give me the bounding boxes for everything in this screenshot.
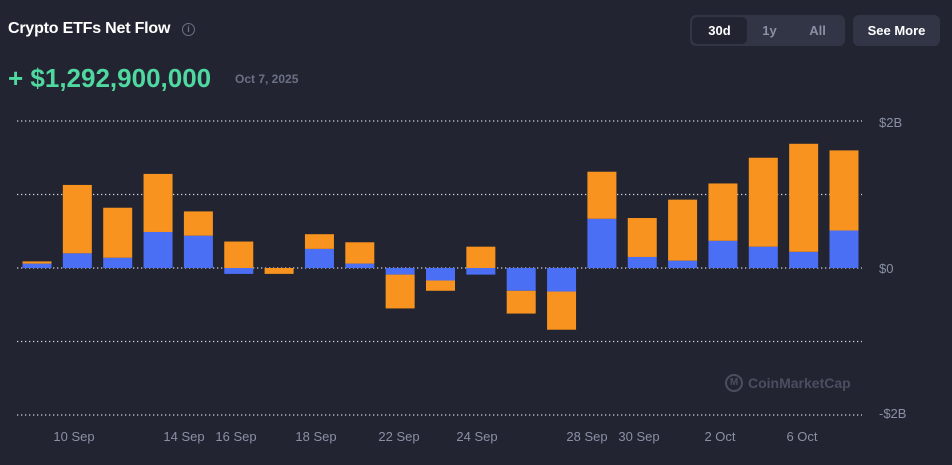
bar-blue[interactable]	[506, 268, 536, 291]
coinmarketcap-logo-icon: M	[725, 374, 743, 392]
x-tick-label: 10 Sep	[53, 429, 94, 444]
bar-orange[interactable]	[708, 183, 738, 241]
range-selector: 30d 1y All	[690, 15, 845, 46]
bar-blue[interactable]	[466, 268, 496, 275]
bar-blue[interactable]	[587, 218, 617, 268]
bar-orange[interactable]	[506, 290, 536, 314]
coinmarketcap-watermark: M CoinMarketCap	[725, 374, 851, 392]
bar-orange[interactable]	[22, 261, 52, 264]
bar-orange[interactable]	[547, 291, 577, 330]
chart-title: Crypto ETFs Net Flow	[8, 20, 171, 37]
x-tick-label: 14 Sep	[163, 429, 204, 444]
y-tick-label: $0	[879, 261, 893, 276]
bar-orange[interactable]	[62, 184, 92, 254]
bar-blue[interactable]	[547, 268, 577, 292]
bar-blue[interactable]	[708, 240, 738, 268]
bar-orange[interactable]	[143, 173, 173, 232]
x-tick-label: 28 Sep	[566, 429, 607, 444]
x-tick-label: 18 Sep	[295, 429, 336, 444]
x-tick-label: 22 Sep	[378, 429, 419, 444]
see-more-button[interactable]: See More	[853, 15, 940, 46]
bar-blue[interactable]	[748, 246, 778, 268]
bar-orange[interactable]	[183, 211, 213, 236]
x-tick-label: 6 Oct	[786, 429, 817, 444]
bar-blue[interactable]	[62, 253, 92, 268]
bar-orange[interactable]	[829, 150, 859, 231]
bar-blue[interactable]	[224, 268, 254, 274]
bar-orange[interactable]	[789, 143, 819, 252]
x-tick-label: 16 Sep	[215, 429, 256, 444]
x-tick-label: 24 Sep	[456, 429, 497, 444]
net-flow-value: + $1,292,900,000	[8, 63, 212, 93]
bar-blue[interactable]	[22, 263, 52, 268]
bar-orange[interactable]	[103, 207, 133, 258]
x-tick-label: 2 Oct	[704, 429, 735, 444]
tab-all[interactable]: All	[809, 23, 826, 38]
bar-orange[interactable]	[466, 246, 496, 268]
bar-orange[interactable]	[345, 242, 375, 264]
bar-orange[interactable]	[426, 280, 455, 291]
bar-orange[interactable]	[587, 171, 617, 219]
bar-blue[interactable]	[426, 268, 455, 281]
watermark-text: CoinMarketCap	[748, 375, 851, 391]
net-flow-date: Oct 7, 2025	[235, 72, 299, 86]
bar-orange[interactable]	[224, 241, 254, 268]
tab-1y[interactable]: 1y	[762, 23, 777, 38]
y-tick-label: $2B	[879, 115, 902, 130]
bar-blue[interactable]	[627, 256, 657, 268]
bar-orange[interactable]	[304, 234, 334, 249]
bar-blue[interactable]	[385, 268, 415, 275]
bar-blue[interactable]	[103, 257, 133, 268]
bar-blue[interactable]	[345, 263, 375, 268]
tab-30d[interactable]: 30d	[692, 17, 747, 44]
info-icon[interactable]: i	[182, 23, 195, 36]
bar-orange[interactable]	[385, 274, 415, 309]
x-tick-label: 30 Sep	[618, 429, 659, 444]
bar-blue[interactable]	[304, 248, 334, 268]
bar-blue[interactable]	[183, 235, 213, 268]
bar-blue[interactable]	[789, 251, 819, 268]
bar-orange[interactable]	[627, 218, 657, 257]
bar-blue[interactable]	[829, 230, 859, 268]
bar-blue[interactable]	[668, 260, 698, 268]
bar-orange[interactable]	[748, 157, 778, 247]
bar-orange[interactable]	[264, 268, 294, 274]
bar-orange[interactable]	[668, 199, 698, 261]
bar-blue[interactable]	[143, 231, 173, 268]
y-tick-label: -$2B	[879, 406, 906, 421]
